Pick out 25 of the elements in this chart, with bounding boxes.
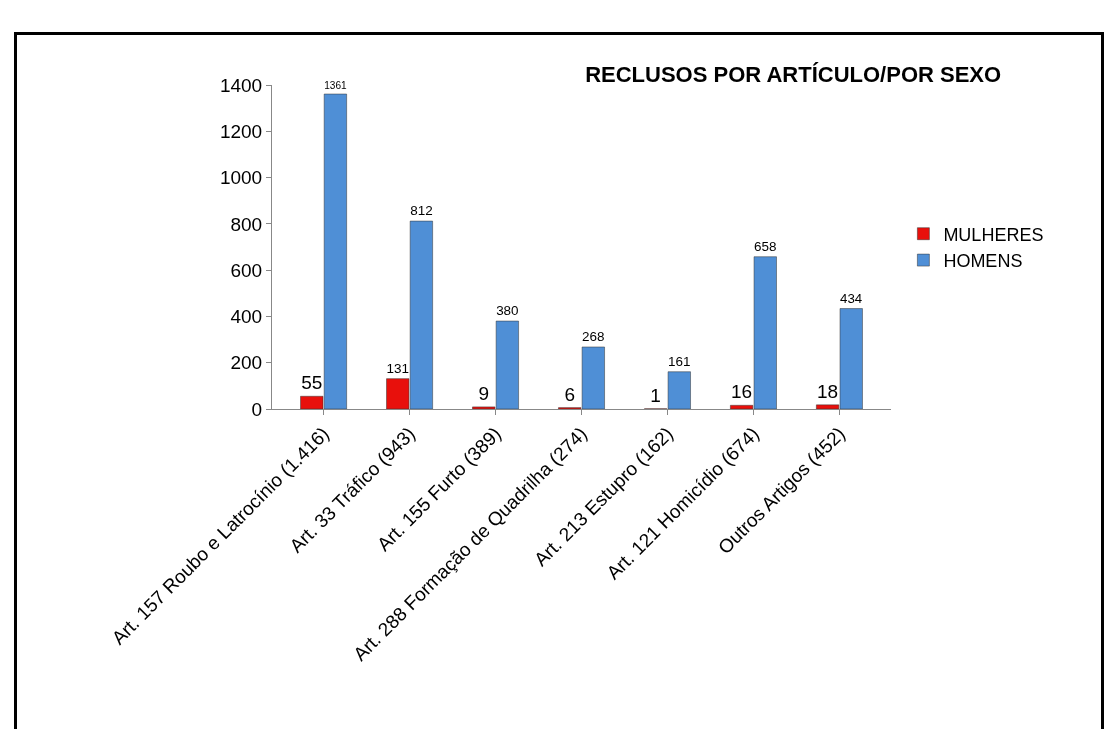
- y-tick-label: 1400: [219, 74, 263, 96]
- legend-label: MULHERES: [943, 224, 1044, 245]
- data-label: 55: [301, 372, 323, 394]
- y-tick-label: 600: [230, 259, 263, 281]
- data-label: 18: [817, 380, 839, 402]
- legend-label: HOMENS: [943, 251, 1023, 272]
- y-tick-label: 1200: [219, 120, 263, 142]
- data-label: 16: [731, 381, 753, 403]
- chart-title: RECLUSOS POR ARTÍCULO/POR SEXO: [585, 61, 1002, 87]
- data-label: 161: [668, 353, 691, 369]
- data-label: 380: [496, 303, 519, 319]
- y-tick-label: 200: [230, 352, 263, 374]
- y-tick-label: 400: [230, 306, 263, 328]
- data-label: 434: [840, 290, 863, 306]
- y-tick-label: 0: [251, 398, 263, 420]
- y-tick-label: 800: [230, 213, 263, 235]
- data-label: 9: [478, 382, 489, 404]
- data-label: 658: [754, 238, 777, 254]
- data-label: 1: [650, 384, 661, 406]
- data-label: 1361: [324, 79, 347, 91]
- data-label: 131: [386, 360, 409, 376]
- data-label: 6: [564, 383, 575, 405]
- y-tick-label: 1000: [219, 167, 263, 189]
- data-label: 268: [582, 329, 605, 345]
- data-label: 812: [410, 203, 433, 219]
